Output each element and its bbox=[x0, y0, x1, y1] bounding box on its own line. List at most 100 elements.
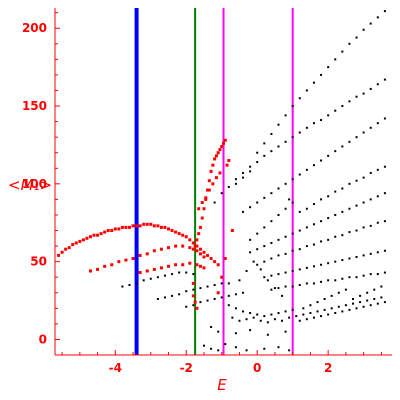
data-point-series-2 bbox=[270, 274, 273, 277]
data-point-series-2 bbox=[270, 241, 273, 244]
data-point-series-2 bbox=[234, 332, 237, 335]
data-point-series-1 bbox=[214, 176, 218, 180]
data-point-series-2 bbox=[355, 229, 358, 232]
data-point-series-2 bbox=[369, 22, 372, 25]
data-point-series-2 bbox=[348, 308, 351, 311]
data-point-series-2 bbox=[220, 282, 223, 285]
data-point-series-2 bbox=[227, 185, 230, 188]
data-point-series-2 bbox=[266, 333, 269, 336]
data-point-series-2 bbox=[312, 243, 315, 246]
data-point-series-2 bbox=[291, 285, 294, 288]
data-point-series-2 bbox=[217, 349, 220, 352]
data-point-series-2 bbox=[334, 150, 337, 153]
data-point-series-1 bbox=[67, 246, 71, 250]
data-point-series-2 bbox=[210, 325, 213, 328]
data-point-series-2 bbox=[355, 136, 358, 139]
data-point-series-1 bbox=[152, 267, 156, 271]
data-point-series-2 bbox=[302, 307, 305, 310]
data-point-series-2 bbox=[277, 273, 280, 276]
data-point-series-2 bbox=[334, 260, 337, 263]
data-point-series-1 bbox=[159, 247, 163, 251]
data-point-series-2 bbox=[383, 271, 386, 274]
data-point-series-2 bbox=[252, 316, 255, 319]
data-point-series-1 bbox=[145, 269, 149, 273]
data-point-series-2 bbox=[369, 171, 372, 174]
data-point-series-2 bbox=[348, 207, 351, 210]
data-point-series-1 bbox=[191, 247, 195, 251]
data-point-series-2 bbox=[327, 154, 330, 157]
data-point-series-1 bbox=[204, 196, 208, 200]
data-point-series-2 bbox=[327, 238, 330, 241]
data-point-series-1 bbox=[188, 238, 192, 242]
data-point-series-2 bbox=[366, 291, 369, 294]
data-point-series-1 bbox=[124, 225, 128, 229]
data-point-series-2 bbox=[270, 313, 273, 316]
data-point-series-1 bbox=[145, 252, 149, 256]
data-point-series-2 bbox=[277, 213, 280, 216]
data-point-series-2 bbox=[298, 319, 301, 322]
data-point-series-1 bbox=[99, 232, 103, 236]
data-point-series-1 bbox=[209, 169, 213, 173]
data-point-series-2 bbox=[273, 287, 276, 290]
data-point-series-1 bbox=[218, 148, 222, 152]
data-point-series-1 bbox=[213, 157, 217, 161]
data-point-series-2 bbox=[249, 329, 252, 332]
data-point-series-1 bbox=[198, 252, 202, 256]
data-point-series-1 bbox=[181, 244, 185, 248]
y-tick-label: 100 bbox=[22, 177, 47, 191]
data-point-series-2 bbox=[369, 252, 372, 255]
data-point-series-2 bbox=[192, 288, 195, 291]
data-point-series-1 bbox=[174, 263, 178, 267]
data-point-series-1 bbox=[103, 264, 107, 268]
data-point-series-2 bbox=[156, 297, 159, 300]
data-point-series-2 bbox=[277, 287, 280, 290]
data-point-series-2 bbox=[266, 279, 269, 282]
data-point-series-2 bbox=[128, 283, 131, 286]
data-point-series-2 bbox=[362, 274, 365, 277]
data-point-series-1 bbox=[117, 260, 121, 264]
data-point-series-2 bbox=[312, 81, 315, 84]
data-point-series-2 bbox=[369, 198, 372, 201]
data-point-series-2 bbox=[171, 273, 174, 276]
data-point-series-2 bbox=[327, 114, 330, 117]
data-point-series-2 bbox=[263, 142, 266, 145]
data-point-series-2 bbox=[298, 248, 301, 251]
data-point-series-1 bbox=[159, 225, 163, 229]
data-point-series-1 bbox=[225, 163, 229, 167]
data-point-series-2 bbox=[270, 192, 273, 195]
data-point-series-2 bbox=[376, 83, 379, 86]
data-point-series-1 bbox=[211, 182, 215, 186]
data-point-series-1 bbox=[198, 247, 202, 251]
data-point-series-1 bbox=[191, 294, 195, 298]
data-point-series-2 bbox=[249, 170, 252, 173]
data-point-series-2 bbox=[376, 195, 379, 198]
data-point-series-2 bbox=[337, 305, 340, 308]
data-point-series-2 bbox=[217, 330, 220, 333]
data-point-series-2 bbox=[256, 248, 259, 251]
data-point-series-2 bbox=[355, 255, 358, 258]
data-point-series-2 bbox=[359, 301, 362, 304]
data-point-series-1 bbox=[198, 264, 202, 268]
data-point-series-1 bbox=[57, 253, 61, 257]
data-point-series-2 bbox=[163, 274, 166, 277]
data-point-series-2 bbox=[309, 304, 312, 307]
data-point-series-1 bbox=[202, 207, 206, 211]
data-point-series-2 bbox=[185, 271, 188, 274]
data-point-series-2 bbox=[242, 171, 245, 174]
data-point-series-1 bbox=[193, 244, 197, 248]
data-point-series-2 bbox=[344, 304, 347, 307]
data-point-series-2 bbox=[263, 154, 266, 157]
data-point-series-1 bbox=[188, 246, 192, 250]
data-point-series-2 bbox=[291, 178, 294, 181]
data-point-series-1 bbox=[106, 229, 110, 233]
data-point-series-2 bbox=[206, 299, 209, 302]
data-point-series-2 bbox=[249, 238, 252, 241]
data-point-series-2 bbox=[149, 277, 152, 280]
data-point-series-2 bbox=[284, 252, 287, 255]
x-tick-label: -4 bbox=[109, 361, 122, 375]
data-point-series-1 bbox=[138, 224, 142, 228]
data-point-series-2 bbox=[270, 133, 273, 136]
data-point-series-2 bbox=[298, 283, 301, 286]
data-point-series-2 bbox=[359, 294, 362, 297]
data-point-series-2 bbox=[259, 319, 262, 322]
